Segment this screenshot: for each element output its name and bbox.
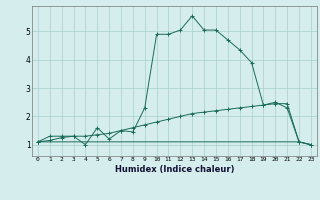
X-axis label: Humidex (Indice chaleur): Humidex (Indice chaleur): [115, 165, 234, 174]
